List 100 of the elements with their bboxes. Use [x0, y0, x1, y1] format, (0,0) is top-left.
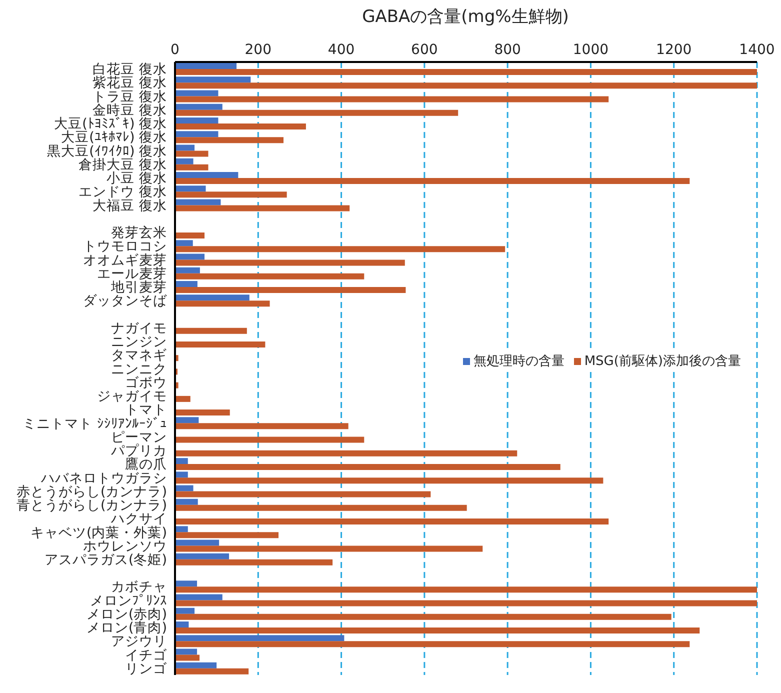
bar — [175, 641, 690, 648]
bar — [175, 608, 195, 614]
bar — [175, 491, 431, 498]
x-tick-label: 0 — [170, 42, 180, 58]
y-tick-label: 金時豆 復水 — [92, 102, 167, 118]
y-tick-label: トマト — [125, 402, 167, 418]
bar — [175, 423, 348, 430]
bar — [175, 600, 757, 606]
bar — [175, 123, 306, 130]
x-tick-label: 600 — [411, 42, 438, 58]
bar — [175, 586, 757, 593]
bar — [175, 96, 609, 102]
bar — [175, 286, 406, 293]
bar — [175, 199, 221, 206]
y-tick-label: 紫花豆 復水 — [92, 75, 167, 92]
x-tick-label: 1400 — [739, 42, 775, 58]
bar — [175, 341, 266, 348]
bar — [175, 246, 506, 252]
bar — [175, 82, 757, 89]
y-tick-label: ダッタンそば — [83, 293, 168, 310]
bar — [175, 178, 690, 184]
y-tick-label: 黒大豆(ｲﾜｲｸﾛ) 復水 — [47, 143, 167, 160]
y-tick-label: 大豆(ﾕｷﾎﾏﾚ) 復水 — [61, 130, 167, 146]
bar — [175, 186, 206, 192]
legend-label: 無処理時の含量 — [472, 353, 564, 370]
bar — [175, 300, 270, 307]
bar — [175, 464, 560, 470]
bar — [175, 273, 364, 280]
bar — [175, 117, 218, 124]
bar — [175, 144, 195, 151]
bar — [175, 172, 238, 178]
bar — [175, 294, 250, 301]
bar — [175, 131, 218, 138]
bar — [175, 559, 333, 566]
bar — [175, 410, 230, 416]
bar — [175, 436, 364, 443]
bar — [175, 635, 344, 642]
y-tick-label: 発芽玄米 — [111, 225, 167, 242]
y-tick-label: 地引麦芽 — [110, 280, 167, 296]
bar — [175, 485, 194, 492]
legend-label: MSG(前駆体)添加後の含量 — [583, 353, 741, 370]
y-tick-label: カボチャ — [111, 579, 167, 596]
bar — [175, 526, 188, 532]
y-tick-label: ハバネロトウガラシ — [40, 470, 167, 486]
bar — [175, 137, 284, 144]
y-tick-label: ニンニク — [111, 361, 167, 378]
bar — [175, 254, 205, 260]
y-tick-label: メロン(赤肉) — [86, 606, 167, 622]
bar — [175, 240, 193, 246]
y-tick-label: 鷹の爪 — [125, 456, 167, 473]
bar — [175, 267, 200, 274]
bar — [175, 594, 222, 600]
bar — [175, 540, 220, 546]
bar — [175, 417, 199, 424]
bar — [175, 553, 230, 560]
x-tick-label: 400 — [328, 42, 355, 58]
bar — [175, 110, 458, 116]
y-tick-label: 大福豆 復水 — [92, 198, 167, 214]
chart-title: GABAの含量(mg%生鮮物) — [361, 6, 570, 29]
bar — [175, 232, 205, 238]
bar — [175, 622, 189, 628]
y-tick-label: ナガイモ — [111, 320, 167, 336]
y-tick-label: タマネギ — [111, 348, 167, 364]
bar — [175, 205, 350, 212]
bar — [175, 260, 405, 266]
bar — [175, 280, 198, 287]
bar — [175, 518, 609, 525]
bar — [175, 532, 279, 538]
bar — [175, 69, 757, 75]
bar — [175, 104, 222, 110]
bar — [175, 628, 700, 634]
x-tick-label: 800 — [494, 42, 521, 58]
bar — [175, 458, 188, 464]
y-tick-label: メロン(青肉) — [86, 620, 167, 636]
bar — [175, 498, 198, 505]
bar — [175, 158, 194, 164]
y-tick-label: トラ豆 復水 — [92, 88, 167, 105]
bar — [175, 63, 237, 69]
bar — [175, 614, 672, 620]
y-tick-label: イチゴ — [125, 647, 168, 664]
bar — [175, 450, 518, 456]
y-tick-label: ジャガイモ — [97, 388, 167, 405]
bar — [175, 150, 208, 157]
bar — [175, 472, 188, 478]
y-tick-label: アスパラガス(冬姫) — [44, 552, 167, 568]
y-tick-label: 赤とうがらし(カンナラ) — [16, 484, 167, 500]
x-tick-label: 1200 — [656, 42, 692, 58]
bar — [175, 546, 483, 552]
y-tick-label: ミニトマト ｼｼﾘｱﾝﾙｰｼﾞｭ — [22, 416, 167, 432]
bar — [175, 192, 287, 198]
bar — [175, 662, 217, 668]
bar — [175, 76, 251, 83]
y-tick-label: エンドウ 復水 — [78, 184, 167, 200]
y-tick-label: メロンﾌﾟﾘﾝｽ — [90, 592, 167, 609]
bar — [175, 396, 190, 402]
bar — [175, 90, 218, 96]
y-tick-label: キャベツ(内葉・外葉) — [30, 524, 167, 541]
y-tick-label: 青とうがらし(カンナラ) — [16, 498, 167, 514]
bar — [175, 164, 208, 170]
bar — [175, 668, 249, 674]
